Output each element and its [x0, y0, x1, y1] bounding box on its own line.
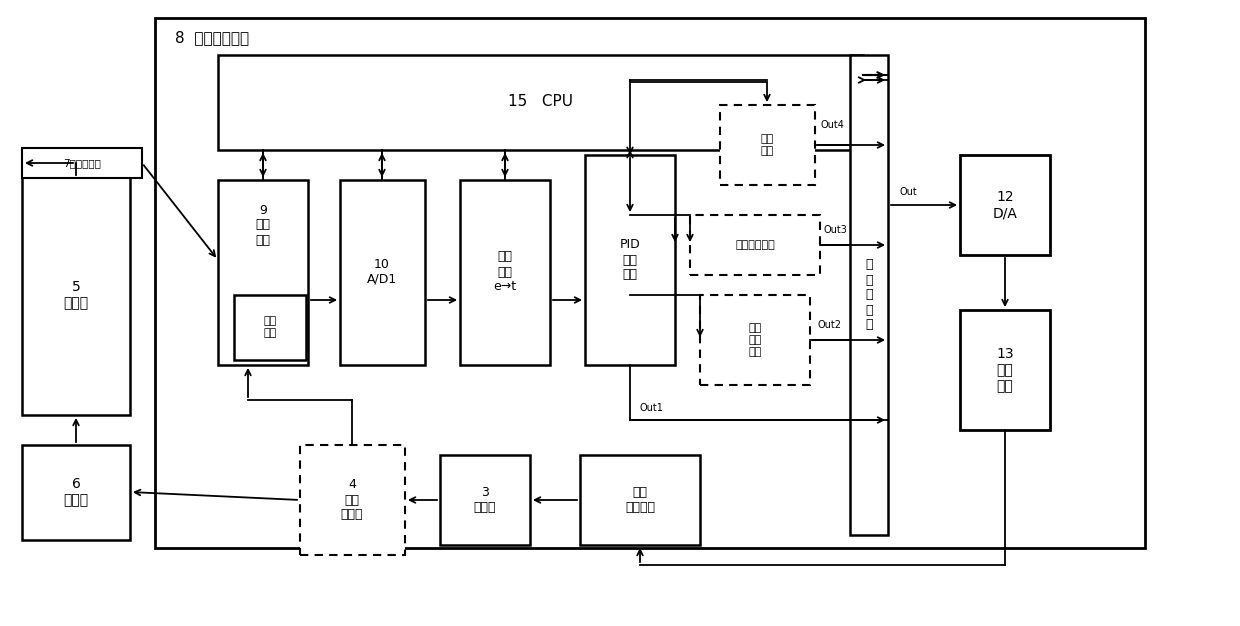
Bar	[22, 175, 130, 415]
Text: Out1: Out1	[640, 403, 663, 413]
Bar	[300, 445, 405, 555]
Bar	[580, 455, 701, 545]
Text: 电流升速限制: 电流升速限制	[735, 240, 775, 250]
Bar	[460, 180, 551, 365]
Text: 13
输出
驱动: 13 输出 驱动	[996, 347, 1014, 393]
Text: 9
信号
调理: 9 信号 调理	[255, 203, 270, 247]
Bar	[689, 215, 820, 275]
Text: 移相
调压模块: 移相 调压模块	[625, 486, 655, 514]
Text: Out4: Out4	[820, 120, 844, 130]
Text: Out3: Out3	[823, 225, 847, 235]
Text: 加热
电源
限制: 加热 电源 限制	[749, 324, 761, 357]
Bar	[960, 310, 1050, 430]
Text: 15   CPU: 15 CPU	[507, 95, 573, 110]
Text: Out: Out	[900, 187, 918, 197]
Text: 断偏
保护: 断偏 保护	[263, 316, 277, 338]
Text: 输
出
合
成
器: 输 出 合 成 器	[866, 259, 873, 332]
Text: 超温
保护: 超温 保护	[760, 134, 774, 156]
Bar	[849, 55, 888, 535]
Text: 10
A/D1: 10 A/D1	[367, 258, 397, 286]
Bar	[22, 445, 130, 540]
Bar	[440, 455, 529, 545]
Bar	[234, 295, 306, 360]
Text: PID
调节
算法: PID 调节 算法	[620, 239, 640, 282]
Text: Out2: Out2	[818, 320, 842, 330]
Bar	[960, 155, 1050, 255]
Text: 4
电流
变送器: 4 电流 变送器	[341, 478, 363, 521]
Bar	[701, 295, 810, 385]
Text: 6
加热体: 6 加热体	[63, 477, 88, 507]
Bar	[218, 55, 863, 150]
Text: 标度
变换
e→t: 标度 变换 e→t	[494, 250, 517, 294]
Text: 8  高温炉控制器: 8 高温炉控制器	[175, 31, 249, 46]
Text: 5
高温炉: 5 高温炉	[63, 280, 88, 310]
Text: 12
D/A: 12 D/A	[992, 190, 1018, 220]
Bar	[218, 180, 308, 365]
Text: 3
变压器: 3 变压器	[474, 486, 496, 514]
Bar	[155, 18, 1145, 548]
Bar	[720, 105, 815, 185]
Bar	[22, 148, 143, 178]
Bar	[340, 180, 425, 365]
Bar	[585, 155, 675, 365]
Text: 7控温热电偶: 7控温热电偶	[63, 158, 100, 168]
